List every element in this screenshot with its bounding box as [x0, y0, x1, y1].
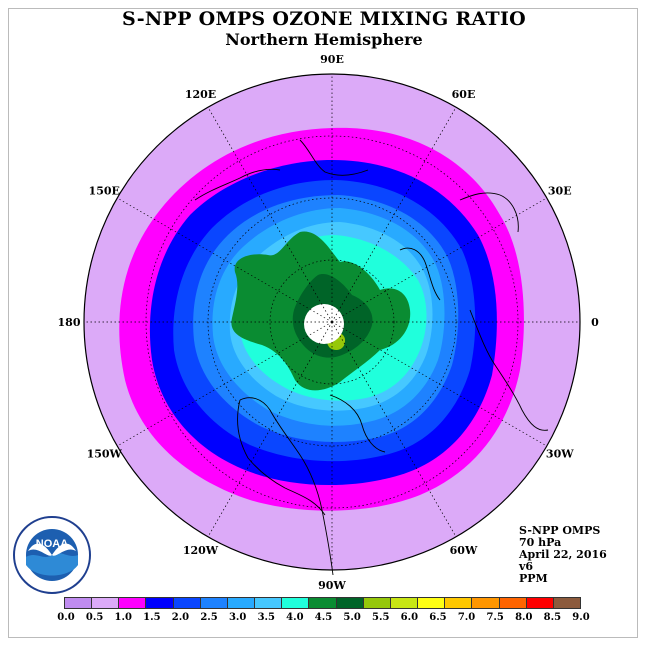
colorbar-swatch — [119, 598, 147, 608]
colorbar-tick-label: 4.0 — [286, 612, 304, 623]
colorbar-swatch — [255, 598, 283, 608]
figure-frame — [8, 8, 638, 638]
meridian-line — [117, 321, 333, 447]
colorbar-tick-label: 9.0 — [572, 612, 590, 623]
colorbar-swatch — [92, 598, 120, 608]
colorbar-tick-label: 7.0 — [457, 612, 476, 623]
colorbar-ticks: 0.0 0.5 1.0 1.5 2.0 2.5 3.0 3.5 4.0 4.5 5.0 5.5 6.0 6… — [0, 612, 648, 626]
colorbar-tick-label: 8.0 — [515, 612, 533, 623]
colorbar-tick-label: 0.5 — [85, 612, 104, 623]
colorbar-swatch — [445, 598, 473, 608]
polar-data-gap — [304, 304, 344, 344]
longitude-label: 30E — [548, 185, 572, 198]
latitude-circle — [145, 135, 519, 509]
colorbar-swatch — [200, 598, 228, 608]
meridian-lines — [84, 74, 580, 570]
noaa-logo: NOAA — [13, 516, 91, 594]
colorbar-swatch — [553, 598, 580, 608]
longitude-label: 0 — [591, 316, 599, 329]
colorbar-tick-label: 6.0 — [400, 612, 419, 623]
longitude-label: 60W — [450, 544, 478, 557]
longitude-labels: 90E 60E 30E 0 30W 60W 90W 120W 150W 180 150E 120E — [58, 53, 600, 592]
colorbar-tick-label: 6.5 — [429, 612, 447, 623]
colorbar-tick-label: 3.0 — [228, 612, 247, 623]
longitude-label: 180 — [58, 316, 81, 329]
info-date: April 22, 2016 — [519, 548, 607, 561]
colorbar-tick-label: 1.5 — [143, 612, 161, 623]
colorbar-swatch — [146, 598, 174, 608]
colorbar-swatch — [472, 598, 500, 608]
latitude-circle — [269, 259, 395, 385]
colorbar-tick-label: 2.5 — [200, 612, 218, 623]
colorbar-tick-label: 7.5 — [486, 612, 504, 623]
colorbar-tick-label: 1.0 — [114, 612, 132, 623]
colorbar-swatch — [499, 598, 527, 608]
meridian-line — [331, 321, 457, 537]
colorbar-swatch — [363, 598, 391, 608]
coastlines — [194, 139, 549, 576]
meridian-line — [207, 321, 333, 537]
colorbar-swatch — [227, 598, 256, 608]
colorbar-tick-label: 2.0 — [171, 612, 190, 623]
longitude-label: 150W — [87, 448, 123, 461]
colorbar — [64, 597, 581, 609]
colorbar-tick-label: 8.5 — [543, 612, 562, 623]
longitude-label: 90W — [318, 579, 346, 592]
meridian-line — [331, 197, 547, 323]
colorbar-swatch — [390, 598, 419, 608]
colorbar-tick-label: 0.0 — [57, 612, 75, 623]
colorbar-swatch — [418, 598, 446, 608]
info-units: PPM — [519, 572, 548, 585]
colorbar-swatch — [309, 598, 337, 608]
info-pressure: 70 hPa — [519, 536, 562, 549]
colorbar-swatch — [526, 598, 554, 608]
graticule — [84, 74, 580, 570]
info-instrument: S-NPP OMPS — [519, 524, 601, 537]
longitude-label: 120W — [183, 544, 219, 557]
info-block: S-NPP OMPS 70 hPa April 22, 2016 v6 PPM — [519, 525, 607, 585]
colorbar-swatch — [336, 598, 364, 608]
meridian-line — [207, 107, 333, 323]
colorbar-swatch — [173, 598, 201, 608]
map-title: S-NPP OMPS OZONE MIXING RATIO — [121, 8, 527, 30]
colorbar-swatch — [65, 598, 93, 608]
logo-text: NOAA — [36, 538, 68, 550]
longitude-label: 30W — [546, 448, 574, 461]
colorbar-tick-label: 5.0 — [343, 612, 361, 623]
longitude-label: 150E — [89, 185, 120, 198]
longitude-label: 120E — [185, 88, 216, 101]
map-boundary — [83, 73, 581, 571]
meridian-line — [331, 107, 457, 323]
colorbar-tick-label: 5.5 — [372, 612, 390, 623]
colorbar-tick-label: 3.5 — [257, 612, 275, 623]
map-subtitle: Northern Hemisphere — [225, 30, 423, 49]
colorbar-tick-label: 4.5 — [314, 612, 333, 623]
ozone-field — [84, 74, 580, 570]
info-version: v6 — [519, 560, 534, 573]
meridian-line — [331, 321, 547, 447]
colorbar-swatch — [282, 598, 310, 608]
meridian-line — [117, 197, 333, 323]
longitude-label: 90E — [320, 53, 344, 66]
longitude-label: 60E — [452, 88, 476, 101]
